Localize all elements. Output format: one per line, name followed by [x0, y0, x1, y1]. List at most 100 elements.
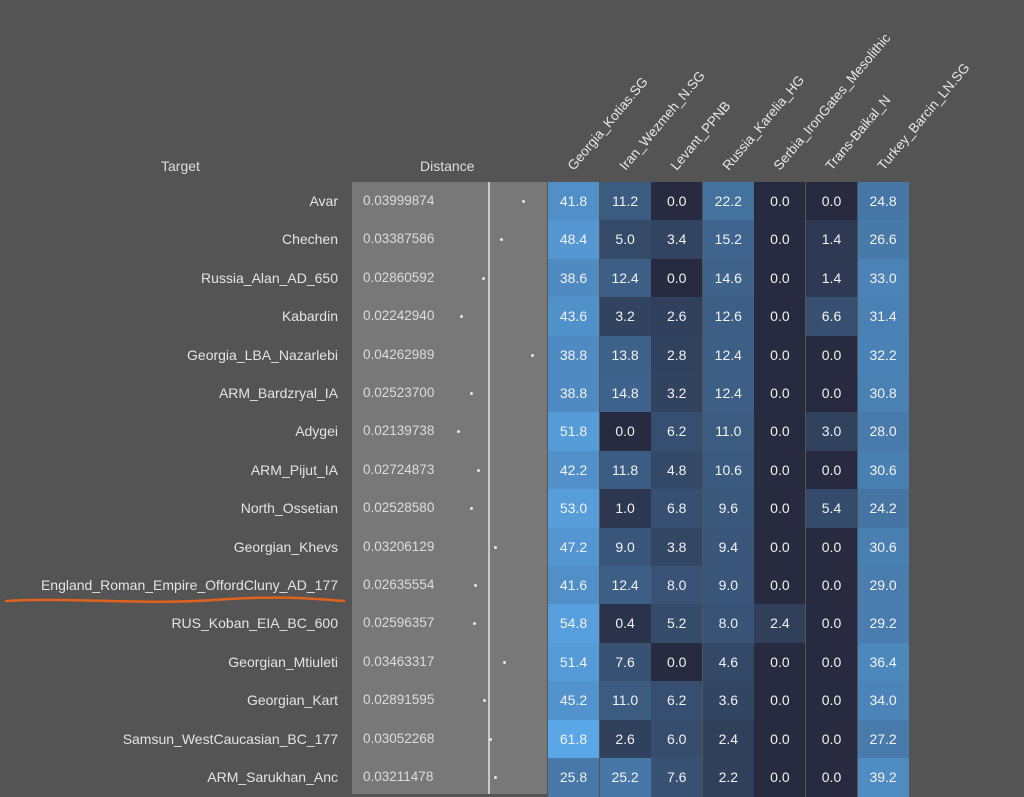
distance-dot — [521, 200, 525, 203]
heatmap-cell: 0.0 — [754, 297, 806, 337]
heatmap-cell: 0.0 — [806, 642, 857, 682]
target-label: Avar — [309, 193, 338, 209]
heatmap-cell: 8.0 — [702, 604, 754, 644]
heatmap-cell: 0.0 — [754, 450, 806, 490]
heatmap-cell: 12.4 — [702, 335, 754, 375]
heatmap-cell: 12.6 — [702, 297, 754, 337]
heatmap-cell: 12.4 — [599, 258, 651, 298]
heatmap-cell: 0.0 — [754, 335, 806, 375]
heatmap-cell: 22.2 — [702, 182, 754, 221]
heatmap-cell: 33.0 — [857, 258, 909, 298]
heatmap-cell: 0.4 — [599, 604, 651, 644]
heatmap-cell: 7.6 — [651, 758, 703, 797]
heatmap-cell: 0.0 — [754, 374, 806, 413]
target-label: ARM_Pijut_IA — [250, 461, 338, 478]
heatmap-cell: 38.6 — [548, 258, 599, 298]
heatmap-cell: 0.0 — [754, 182, 806, 221]
heatmap-cell: 11.2 — [599, 182, 651, 221]
heatmap-cell: 4.8 — [651, 450, 703, 490]
heatmap-cell: 3.4 — [651, 220, 703, 260]
heatmap-cell: 0.0 — [754, 681, 806, 721]
heatmap-cell: 43.6 — [548, 297, 599, 337]
distance-dot — [494, 776, 498, 779]
distance-value: 0.02635554 — [363, 577, 435, 592]
heatmap-cell: 61.8 — [548, 719, 599, 759]
heatmap-cell: 0.0 — [754, 489, 806, 529]
heatmap-cell: 30.6 — [857, 450, 909, 490]
heatmap-cell: 9.4 — [702, 527, 754, 567]
heatmap-cell: 6.6 — [806, 297, 857, 337]
target-label: England_Roman_Empire_OffordCluny_AD_177 — [40, 577, 338, 593]
target-label: ARM_Sarukhan_Anc — [207, 769, 338, 785]
heatmap-cell: 0.0 — [754, 566, 806, 605]
target-label: Georgian_Kart — [246, 692, 338, 709]
distance-dot — [502, 660, 506, 664]
heatmap-cell: 38.8 — [548, 335, 599, 375]
heatmap-cell: 36.4 — [857, 642, 909, 682]
heatmap-cell: 27.2 — [857, 719, 909, 759]
distance-dot — [481, 276, 485, 280]
target-label: Chechen — [281, 231, 338, 248]
distance-dot — [474, 584, 478, 587]
distance-dot — [530, 353, 534, 357]
target-label: Georgian_Mtiuleti — [228, 653, 338, 670]
heatmap-cell: 0.0 — [754, 758, 806, 797]
distance-value: 0.04262989 — [363, 346, 435, 362]
heatmap-cell: 25.8 — [548, 758, 599, 797]
heatmap-cell: 47.2 — [548, 527, 599, 567]
heatmap-cell: 39.2 — [857, 758, 909, 797]
heatmap-cell: 2.6 — [599, 719, 651, 759]
distance-dot — [470, 392, 474, 395]
heatmap-cell: 0.0 — [651, 182, 703, 221]
target-label: Georgia_LBA_Nazarlebi — [187, 346, 338, 363]
column-header: Turkey_Barcin_LN.SG — [874, 60, 973, 174]
heatmap-cell: 53.0 — [548, 489, 599, 529]
heatmap-cell: 6.8 — [651, 489, 703, 529]
distance-dot — [493, 545, 497, 549]
heatmap-cell: 42.2 — [548, 450, 599, 490]
heatmap-cell: 28.0 — [857, 412, 909, 452]
distance-value: 0.03387586 — [363, 231, 435, 247]
heatmap-cell: 3.0 — [806, 412, 857, 452]
heatmap-cell: 9.6 — [702, 489, 754, 529]
heatmap-cell: 10.6 — [702, 450, 754, 490]
distance-panel — [352, 182, 547, 794]
heatmap-cell: 30.6 — [857, 527, 909, 567]
highlight-underline — [4, 596, 346, 603]
heatmap-cell: 0.0 — [806, 758, 857, 797]
distance-value: 0.02139738 — [363, 423, 435, 439]
heatmap-cell: 3.2 — [599, 297, 651, 337]
target-label: Kabardin — [281, 308, 338, 325]
target-label: North_Ossetian — [240, 500, 338, 517]
target-label: Samsun_WestCaucasian_BC_177 — [122, 730, 338, 747]
heatmap-cell: 34.0 — [857, 681, 909, 721]
target-label: ARM_Bardzryal_IA — [218, 385, 338, 401]
distance-value: 0.02523700 — [363, 385, 435, 400]
heatmap-cell: 0.0 — [806, 566, 857, 605]
heatmap-cell: 5.0 — [599, 220, 651, 260]
heatmap-cell: 0.0 — [806, 719, 857, 759]
distance-dot — [488, 737, 492, 741]
target-label: Georgian_Khevs — [233, 538, 338, 555]
distance-value: 0.02860592 — [363, 269, 435, 285]
heatmap-cell: 12.4 — [599, 566, 651, 605]
heatmap-cell: 26.6 — [857, 220, 909, 260]
distance-value: 0.03211478 — [363, 769, 434, 784]
heatmap-cell: 0.0 — [754, 719, 806, 759]
distance-dot — [460, 315, 464, 319]
heatmap-cell: 2.4 — [754, 604, 806, 644]
distance-header: Distance — [420, 158, 475, 174]
heatmap-cell: 51.4 — [548, 642, 599, 682]
heatmap-cell: 4.6 — [702, 642, 754, 682]
heatmap-cell: 11.8 — [599, 450, 651, 490]
heatmap-cell: 0.0 — [754, 527, 806, 567]
heatmap-cell: 0.0 — [806, 182, 857, 221]
heatmap-cell: 6.2 — [651, 412, 703, 452]
heatmap-cell: 11.0 — [599, 681, 651, 721]
heatmap-cell: 29.2 — [857, 604, 909, 644]
target-label: Russia_Alan_AD_650 — [201, 269, 338, 286]
distance-value: 0.02528580 — [363, 500, 435, 516]
heatmap-cell: 8.0 — [651, 566, 703, 605]
heatmap-cell: 3.8 — [651, 527, 703, 567]
